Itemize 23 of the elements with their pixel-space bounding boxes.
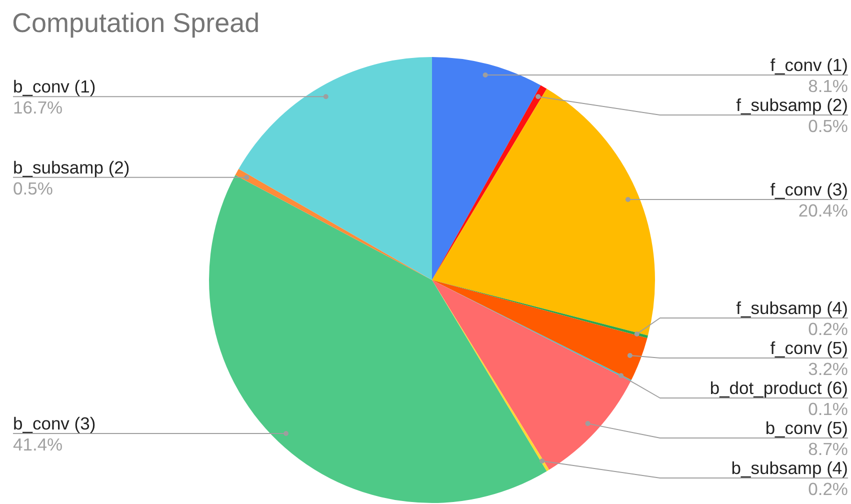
data-label: 0.1%: [808, 399, 848, 419]
slice-label: f_conv (1): [770, 54, 848, 75]
slice-label: b_dot_product (6): [710, 378, 848, 398]
data-label: 41.4%: [13, 434, 63, 455]
slice-label: b_subsamp (4): [731, 458, 848, 478]
data-label: 8.7%: [808, 439, 848, 459]
slice-label: b_conv (1): [13, 76, 96, 97]
slice-label: b_conv (5): [765, 418, 848, 438]
data-label: 0.2%: [808, 479, 848, 499]
chart-title: Computation Spread: [12, 8, 260, 38]
data-label: 0.5%: [808, 116, 848, 136]
data-label: 3.2%: [808, 359, 848, 379]
slice-label: f_conv (5): [770, 338, 848, 358]
data-label: 16.7%: [13, 98, 63, 118]
data-label: 0.5%: [13, 178, 53, 198]
slice-label: f_subsamp (4): [736, 298, 848, 318]
data-label: 0.2%: [808, 319, 848, 339]
slice-label: f_subsamp (2): [736, 94, 848, 115]
data-label: 8.1%: [808, 76, 848, 96]
slice-label: b_conv (3): [13, 414, 96, 434]
slice-label: f_conv (3): [770, 180, 848, 200]
slice-label: b_subsamp (2): [13, 157, 130, 178]
data-label: 20.4%: [798, 200, 848, 221]
